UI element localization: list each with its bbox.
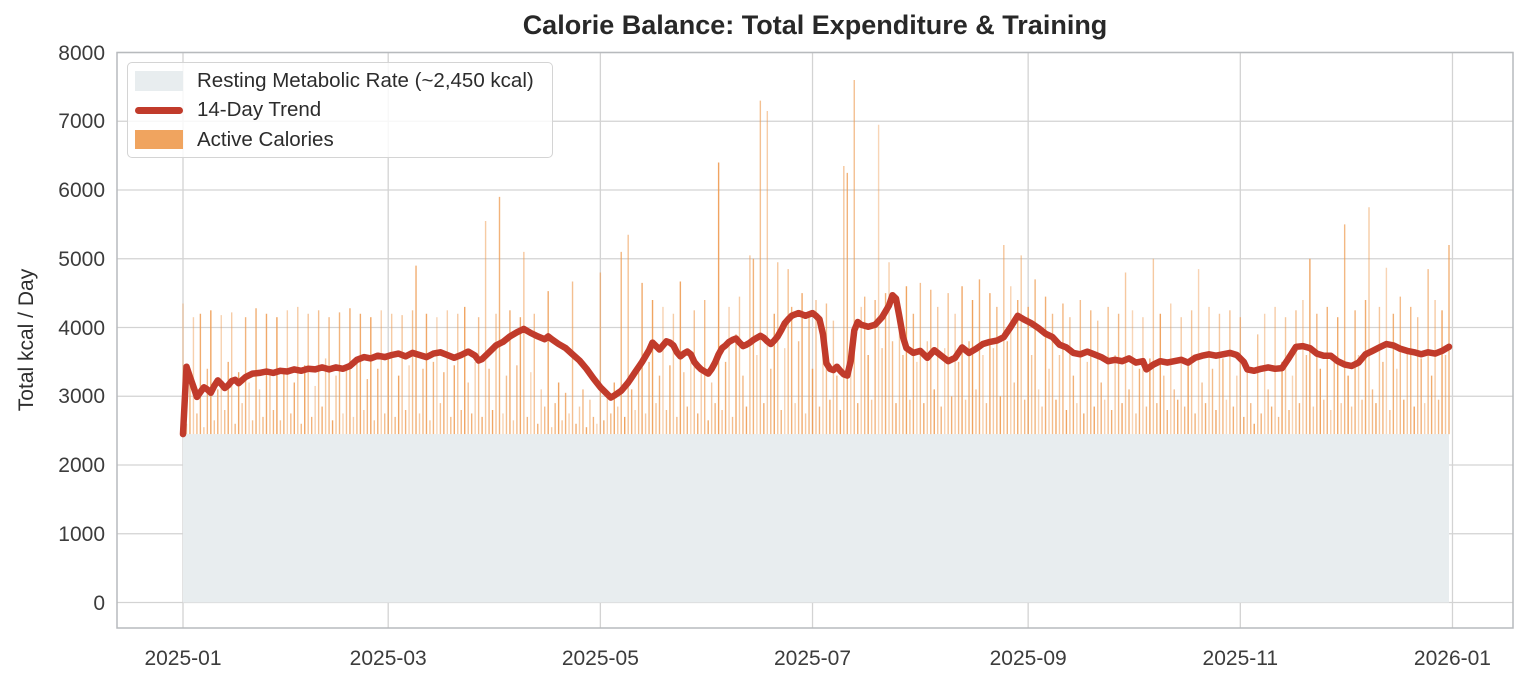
legend-item-trend: 14-Day Trend bbox=[135, 96, 544, 124]
x-tick-label: 2025-01 bbox=[144, 647, 222, 670]
y-tick-label: 1000 bbox=[58, 522, 105, 546]
active-calories-swatch bbox=[135, 130, 183, 149]
legend-label-active: Active Calories bbox=[197, 127, 334, 151]
x-tick-label: 2025-11 bbox=[1202, 647, 1279, 670]
y-tick-label: 2000 bbox=[58, 454, 105, 477]
rmr-band bbox=[183, 434, 1449, 603]
legend: Resting Metabolic Rate (~2,450 kcal) 14-… bbox=[127, 62, 553, 158]
legend-label-trend: 14-Day Trend bbox=[197, 98, 322, 121]
y-tick-label: 3000 bbox=[58, 385, 105, 409]
trend-line bbox=[179, 291, 1453, 438]
x-tick-label: 2025-03 bbox=[349, 647, 427, 670]
rmr-band-swatch bbox=[135, 70, 183, 91]
chart-title: Calorie Balance: Total Expenditure & Tra… bbox=[522, 10, 1108, 40]
legend-label-rmr: Resting Metabolic Rate (~2,450 kcal) bbox=[197, 68, 534, 92]
y-tick-label: 8000 bbox=[58, 41, 105, 65]
x-tick-label: 2026-01 bbox=[1413, 647, 1491, 670]
legend-item-active: Active Calories bbox=[135, 126, 544, 154]
y-tick-label: 6000 bbox=[58, 179, 105, 202]
y-tick-label: 5000 bbox=[58, 247, 105, 271]
trend-line-swatch bbox=[135, 106, 183, 114]
legend-item-rmr: Resting Metabolic Rate (~2,450 kcal) bbox=[135, 67, 544, 95]
x-tick-label: 2025-07 bbox=[773, 647, 852, 670]
x-tick-label: 2025-05 bbox=[561, 647, 639, 670]
y-tick-label: 4000 bbox=[58, 316, 105, 340]
y-tick-label: 0 bbox=[93, 591, 105, 615]
y-tick-label: 7000 bbox=[58, 110, 105, 134]
x-tick-label: 2025-09 bbox=[989, 647, 1067, 670]
plot-border bbox=[116, 51, 1514, 629]
